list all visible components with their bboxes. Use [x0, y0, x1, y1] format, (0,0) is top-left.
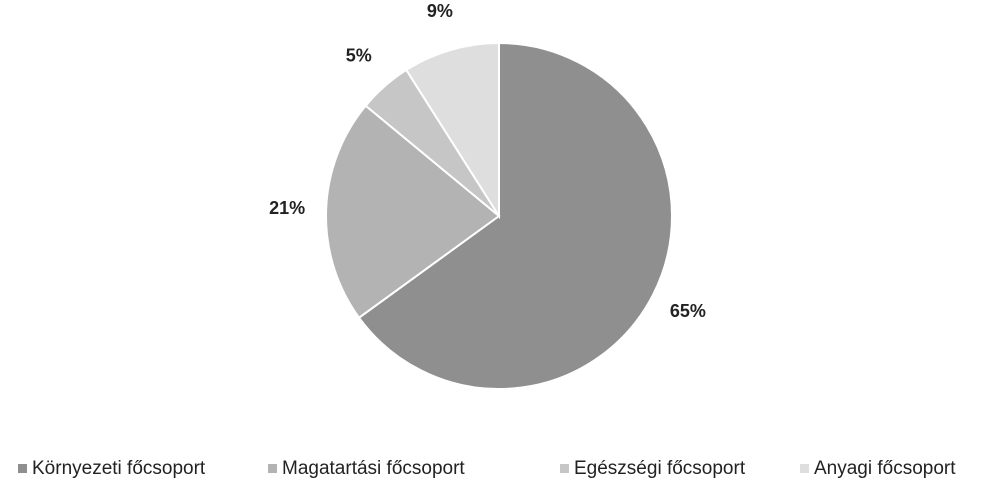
data-label: 65%	[670, 301, 706, 321]
pie-slice	[357, 41, 673, 390]
legend-label: Egészségi főcsoport	[574, 458, 746, 479]
legend-label: Anyagi főcsoport	[814, 458, 956, 479]
pie-slice	[325, 104, 501, 320]
legend-swatch	[560, 464, 569, 473]
data-label: 5%	[346, 46, 372, 66]
legend-label: Környezeti főcsoport	[32, 458, 206, 479]
data-label: 9%	[427, 1, 453, 21]
legend-swatch	[800, 464, 809, 473]
legend-label: Magatartási főcsoport	[282, 458, 465, 479]
legend-swatch	[268, 464, 277, 473]
data-label: 21%	[269, 198, 305, 218]
pie-slice	[404, 41, 500, 220]
legend-swatch	[18, 464, 27, 473]
